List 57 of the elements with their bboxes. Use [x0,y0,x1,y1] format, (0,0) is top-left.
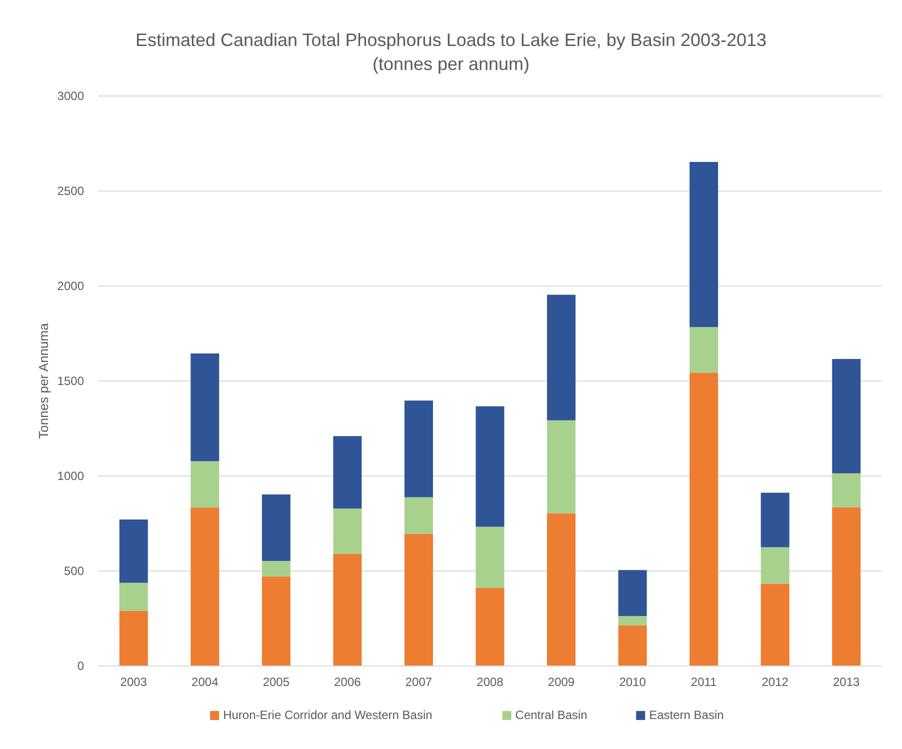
bar [190,508,220,666]
bar [690,327,718,373]
chart-subtitle: (tonnes per annum) [372,54,530,74]
x-tick-label: 2003 [120,675,148,689]
bar [690,372,718,666]
bar [119,582,148,611]
bar [404,400,433,498]
x-tick-label: 2009 [548,675,575,689]
bar [333,508,362,554]
legend-label: Eastern Basin [649,708,724,722]
y-tick-label: 0 [77,659,84,674]
bar [547,294,576,420]
bar [333,436,362,508]
legend-label: Huron-Erie Corridor and Western Basin [223,708,432,722]
x-tick-label: 2010 [619,675,646,689]
bar [333,554,362,666]
legend-label: Central Basin [515,708,588,722]
bar [262,494,290,561]
bar [119,610,148,666]
x-tick-label: 2006 [334,675,362,689]
bar [262,576,290,666]
y-tick-label: 1000 [57,469,84,484]
y-tick-label: 2000 [57,279,84,294]
y-tick-label: 1500 [57,374,84,388]
x-tick-label: 2005 [262,675,290,689]
bar [618,570,647,616]
y-tick-label: 2500 [57,184,84,198]
bar [760,492,790,548]
bar [476,588,504,666]
bar [404,497,433,534]
bar [760,584,790,666]
bar [476,406,504,527]
x-tick-label: 2008 [476,675,504,689]
x-tick-label: 2012 [762,675,789,689]
bar [190,353,220,462]
y-axis-title: Tonnes per Annuma [36,322,51,439]
chart-title: Estimated Canadian Total Phosphorus Loads to Lake Erie, by Basin 2003-2013 [135,30,767,50]
y-tick-label: 3000 [57,89,84,104]
x-tick-label: 2004 [192,675,219,689]
y-tick-label: 500 [64,564,84,578]
x-tick-label: 2011 [690,675,718,689]
bar [476,526,504,588]
bar [690,162,718,328]
bar [547,420,576,514]
bar [618,625,647,666]
x-tick-label: 2013 [833,675,860,689]
bar [832,473,861,508]
bar [618,616,647,626]
bar [760,547,790,584]
x-tick-label: 2007 [405,675,432,689]
bar [832,358,861,474]
bar [190,461,220,508]
bar [119,520,148,583]
bar [262,560,290,576]
bar [547,513,576,666]
bar [832,507,861,666]
bar [404,534,433,666]
